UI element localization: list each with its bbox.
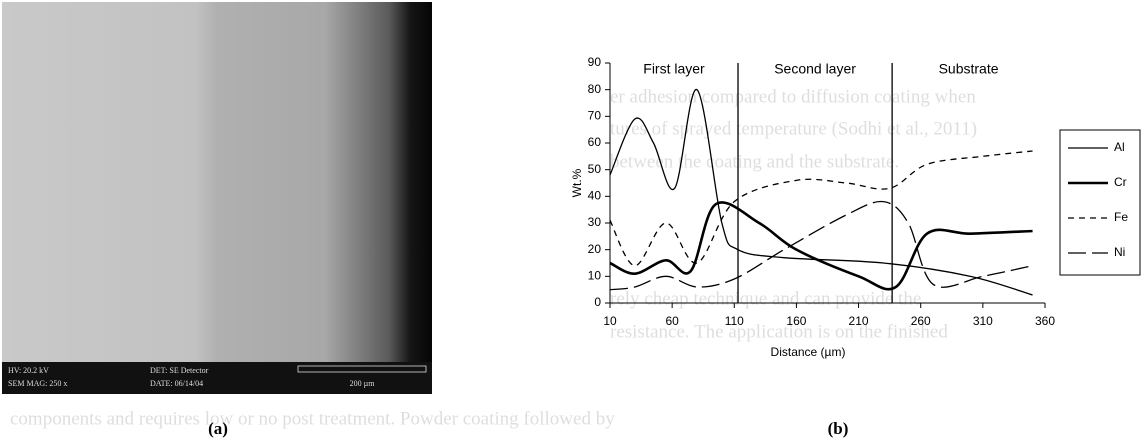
background-line: components and requires low or no post t…: [10, 408, 615, 429]
sem-image: HV: 20.2 kV SEM MAG: 250 x DET: SE Detec…: [2, 2, 432, 394]
sem-hv: HV: 20.2 kV: [8, 366, 49, 375]
background-line: rely cheap technique and can provide the: [610, 288, 921, 309]
figure: er adhesion compared to diffusion coatin…: [0, 0, 1147, 443]
x-axis-label: Distance (µm): [771, 345, 846, 359]
region-label: Second layer: [774, 61, 856, 77]
caption-a: (a): [208, 419, 228, 438]
y-axis-label: Wt.%: [570, 168, 584, 197]
y-tick-label: 50: [588, 162, 602, 176]
legend-label: Cr: [1114, 175, 1127, 189]
x-tick-label: 10: [603, 314, 617, 328]
x-tick-label: 360: [1035, 314, 1055, 328]
x-tick-label: 310: [973, 314, 993, 328]
x-tick-label: 110: [725, 314, 744, 328]
sem-date: DATE: 06/14/04: [150, 379, 203, 388]
y-tick-label: 20: [588, 242, 602, 256]
y-tick-label: 10: [588, 269, 602, 283]
caption-b: (b): [828, 419, 849, 438]
background-line: er adhesion compared to diffusion coatin…: [610, 86, 976, 107]
y-tick-label: 60: [588, 135, 602, 149]
x-tick-label: 210: [849, 314, 869, 328]
x-tick-label: 160: [786, 314, 806, 328]
y-tick-label: 40: [588, 189, 602, 203]
region-label: First layer: [643, 61, 705, 77]
x-tick-label: 60: [665, 314, 679, 328]
region-label: Substrate: [939, 61, 999, 77]
sem-scale: 200 µm: [350, 379, 376, 388]
background-line: tures of sprayed temperature (Sodhi et a…: [610, 118, 977, 139]
y-tick-label: 30: [588, 215, 602, 229]
y-tick-label: 70: [588, 109, 602, 123]
y-tick-label: 80: [588, 82, 602, 96]
sem-det: DET: SE Detector: [150, 366, 209, 375]
background-line: between the coating and the substrate.: [610, 151, 899, 172]
legend-label: Al: [1114, 140, 1125, 154]
x-tick-label: 260: [911, 314, 931, 328]
legend-label: Fe: [1114, 210, 1128, 224]
legend-label: Ni: [1114, 245, 1125, 259]
background-line: resistance. The application is on the fi…: [610, 321, 948, 342]
sem-mag: SEM MAG: 250 x: [8, 379, 67, 388]
y-tick-label: 90: [588, 55, 602, 69]
y-tick-label: 0: [594, 295, 601, 309]
